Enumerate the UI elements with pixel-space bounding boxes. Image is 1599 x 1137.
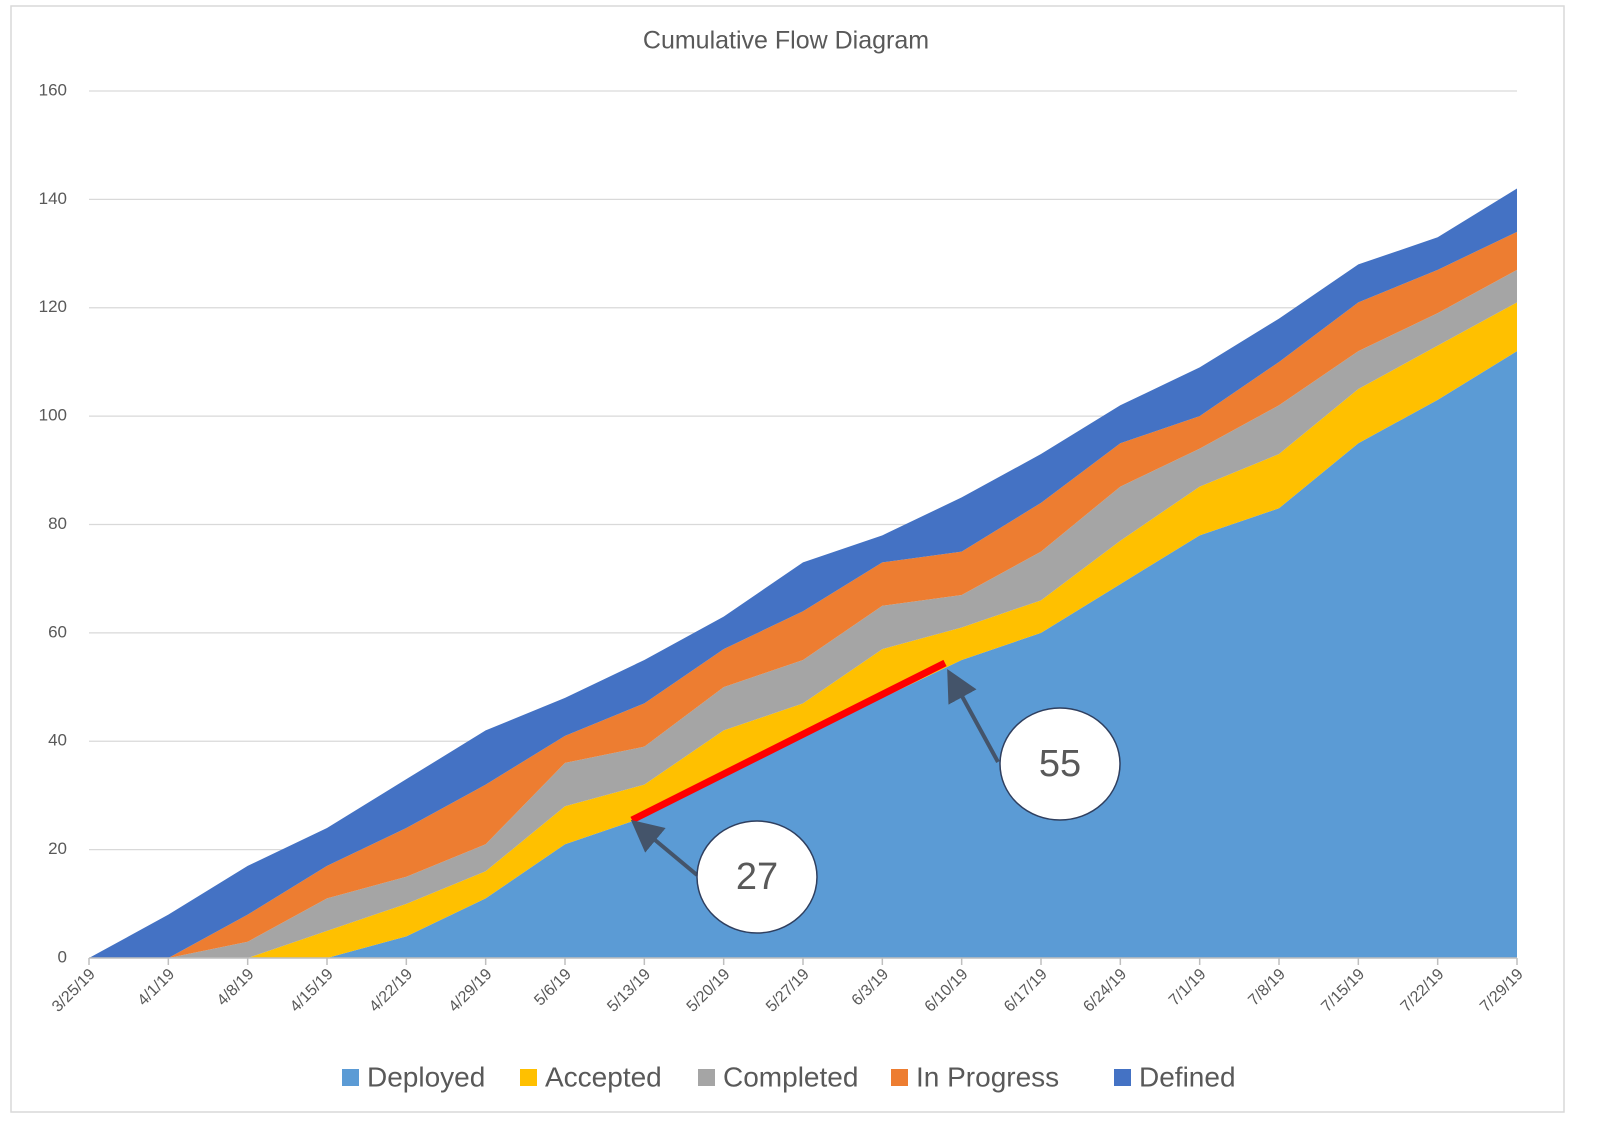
y-tick-label: 20 [48,839,67,858]
legend-swatch [698,1069,715,1086]
callout [696,820,818,934]
y-tick-label: 140 [39,189,67,208]
callout-arrow [630,819,699,877]
legend-label: Deployed [367,1061,485,1092]
callout-arrow [947,668,1000,763]
legend-label: Completed [723,1061,858,1092]
area [89,231,1517,958]
highlight-line [630,659,947,824]
callout-label: 27 [736,856,778,898]
y-tick-label: 40 [48,731,67,750]
y-tick-label: 60 [48,622,67,641]
y-tick-label: 160 [39,80,67,99]
y-tick-label: 100 [39,406,67,425]
legend-swatch [1114,1069,1131,1086]
y-tick-label: 80 [48,514,67,533]
legend-swatch [891,1069,908,1086]
chart-title: Cumulative Flow Diagram [643,27,929,55]
legend-swatch [342,1069,359,1086]
legend-label: Defined [1139,1061,1236,1092]
y-tick-label: 0 [58,947,67,966]
callout-label: 55 [1039,743,1081,785]
callout [999,707,1121,821]
legend-swatch [520,1069,537,1086]
y-tick-label: 120 [39,297,67,316]
area [89,351,1517,959]
legend-label: In Progress [916,1061,1059,1092]
area [89,188,1517,959]
legend-label: Accepted [545,1061,662,1092]
